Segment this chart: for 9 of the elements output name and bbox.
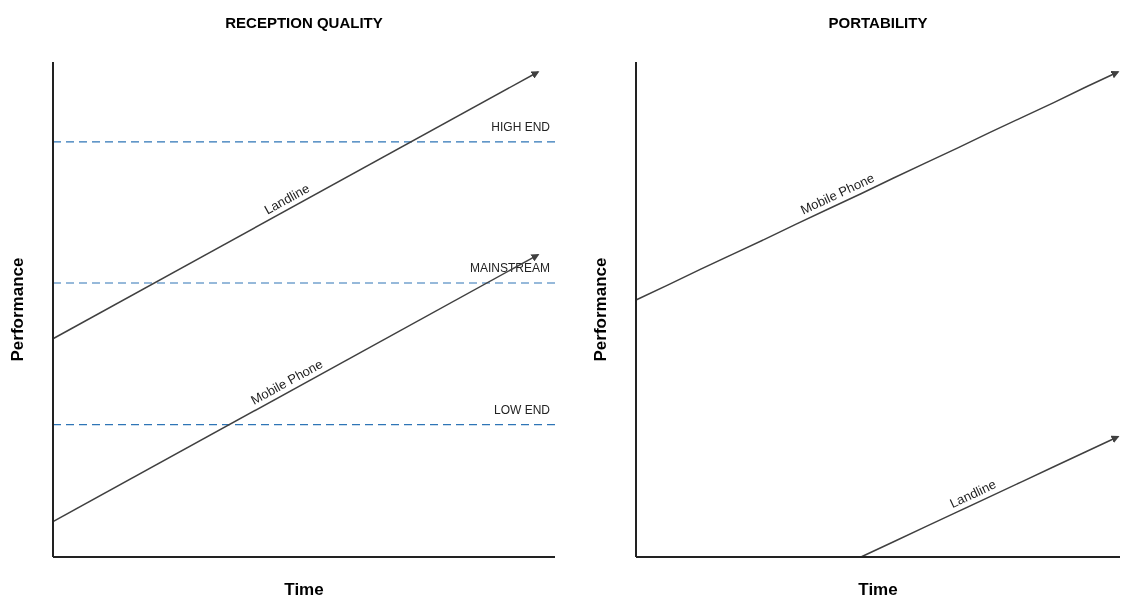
ref-line-label: LOW END: [493, 402, 551, 417]
y-axis-title: Performance: [591, 257, 610, 362]
chart-title: RECEPTION QUALITY: [225, 14, 383, 31]
x-axis-title: Time: [284, 580, 324, 599]
x-axis-title: Time: [858, 580, 898, 599]
ref-line-label: HIGH END: [491, 119, 551, 134]
chart-title: PORTABILITY: [828, 14, 928, 31]
text: Mobile Phone: [798, 170, 877, 218]
y-axis-title: Performance: [8, 257, 27, 362]
